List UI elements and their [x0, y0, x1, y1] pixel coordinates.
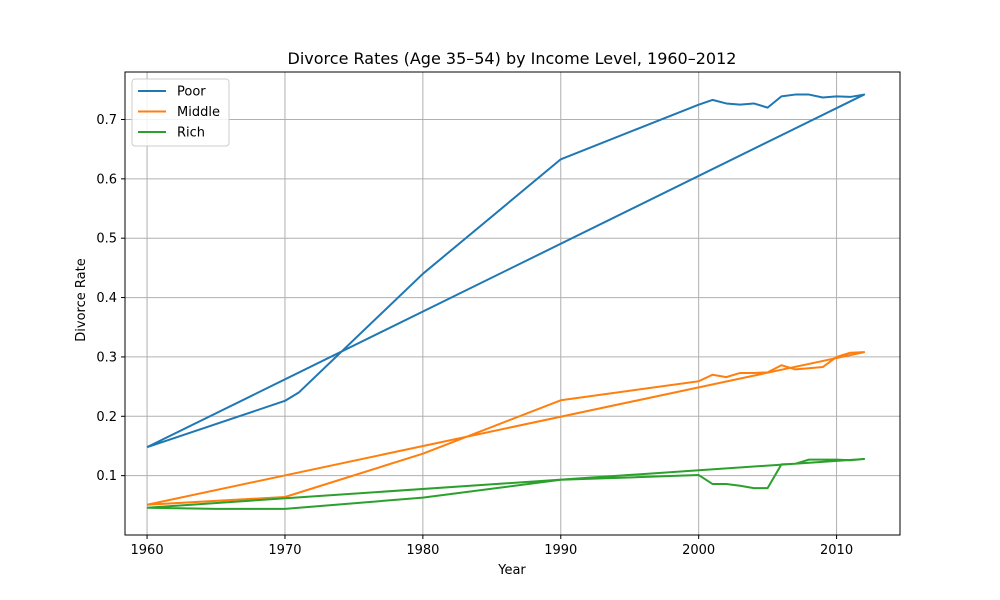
legend: Poor Middle Rich: [131, 78, 230, 147]
x-tick-label: 1980: [406, 543, 439, 558]
x-tick-label: 1960: [131, 543, 164, 558]
x-tick-label: 2000: [682, 543, 715, 558]
y-tick-label: 0.7: [96, 113, 117, 128]
x-tick-label: 1970: [268, 543, 301, 558]
y-tick-label: 0.3: [96, 350, 117, 365]
plot-area-frame: [124, 71, 901, 536]
x-tick-label: 1990: [544, 543, 577, 558]
legend-label-poor: Poor: [177, 85, 206, 100]
chart-title: Divorce Rates (Age 35–54) by Income Leve…: [288, 49, 737, 68]
x-axis-label: Year: [497, 563, 526, 578]
series-lines: [146, 93, 866, 510]
y-tick-label: 0.4: [96, 291, 117, 306]
legend-box: [131, 78, 230, 147]
y-axis-label: Divorce Rate: [74, 258, 89, 341]
series-line-middle: [146, 351, 866, 506]
ticks: 1960 1970 1980 1990 2000 2010 0.1 0.2 0.3 0.4 0.5 0…: [96, 113, 853, 558]
y-tick-label: 0.2: [96, 410, 117, 425]
grid: [125, 72, 900, 535]
series-line-rich: [146, 458, 866, 510]
y-tick-label: 0.5: [96, 232, 117, 247]
legend-label-middle: Middle: [177, 105, 220, 120]
x-tick-label: 2010: [820, 543, 853, 558]
y-tick-label: 0.6: [96, 172, 117, 187]
y-tick-label: 0.1: [96, 469, 117, 484]
series-line-poor: [146, 93, 866, 449]
legend-label-rich: Rich: [177, 126, 205, 141]
